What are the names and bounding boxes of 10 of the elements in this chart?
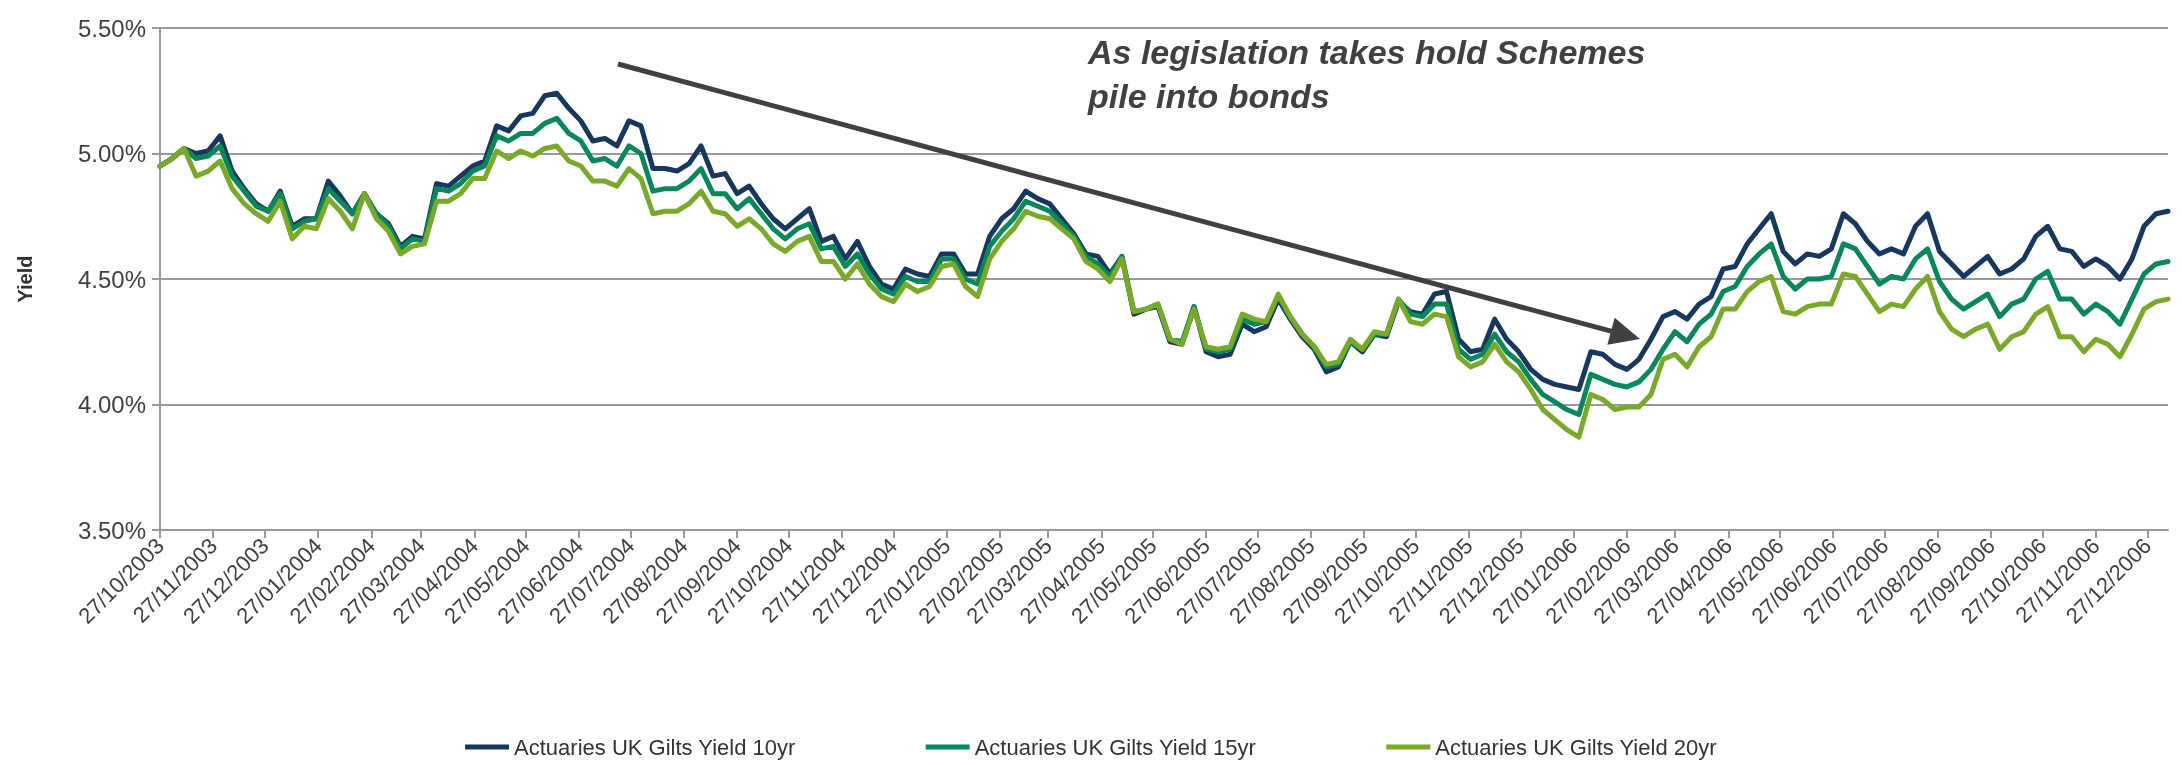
legend-label: Actuaries UK Gilts Yield 20yr	[1435, 734, 1717, 760]
y-tick-label: 3.50%	[77, 516, 146, 544]
y-axis-title: Yield	[14, 255, 36, 303]
y-tick-label: 5.50%	[77, 14, 146, 42]
legend-label: Actuaries UK Gilts Yield 10yr	[514, 734, 796, 760]
annotation: As legislation takes hold Schemes pile into bonds	[1087, 33, 1655, 115]
y-tick-label: 4.50%	[77, 265, 146, 293]
legend-label: Actuaries UK Gilts Yield 15yr	[974, 734, 1256, 760]
y-tick-label: 4.00%	[77, 391, 146, 418]
y-tick-label: 5.00%	[77, 140, 146, 167]
